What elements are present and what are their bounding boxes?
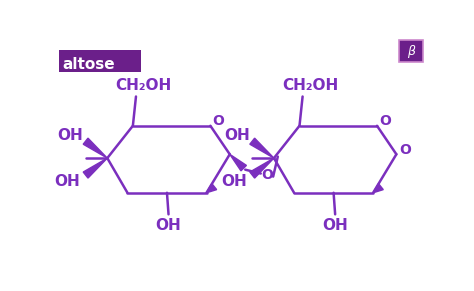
Polygon shape [207, 184, 217, 193]
Polygon shape [250, 138, 274, 158]
Text: OH: OH [224, 127, 250, 143]
FancyBboxPatch shape [400, 40, 423, 62]
Text: O: O [261, 168, 273, 182]
Text: OH: OH [221, 174, 246, 189]
Text: β: β [407, 45, 415, 58]
Text: CH₂OH: CH₂OH [282, 78, 338, 93]
FancyBboxPatch shape [59, 50, 141, 72]
Text: OH: OH [54, 174, 80, 189]
Text: OH: OH [155, 218, 182, 233]
Polygon shape [250, 158, 274, 178]
Text: O: O [212, 114, 224, 128]
Polygon shape [230, 154, 246, 171]
Text: O: O [379, 114, 391, 128]
Text: altose: altose [63, 57, 115, 72]
Polygon shape [83, 138, 107, 158]
Text: OH: OH [322, 218, 348, 233]
Text: CH₂OH: CH₂OH [116, 78, 172, 93]
Text: OH: OH [57, 127, 83, 143]
Polygon shape [83, 158, 107, 178]
Text: O: O [400, 143, 411, 157]
Polygon shape [373, 184, 383, 193]
